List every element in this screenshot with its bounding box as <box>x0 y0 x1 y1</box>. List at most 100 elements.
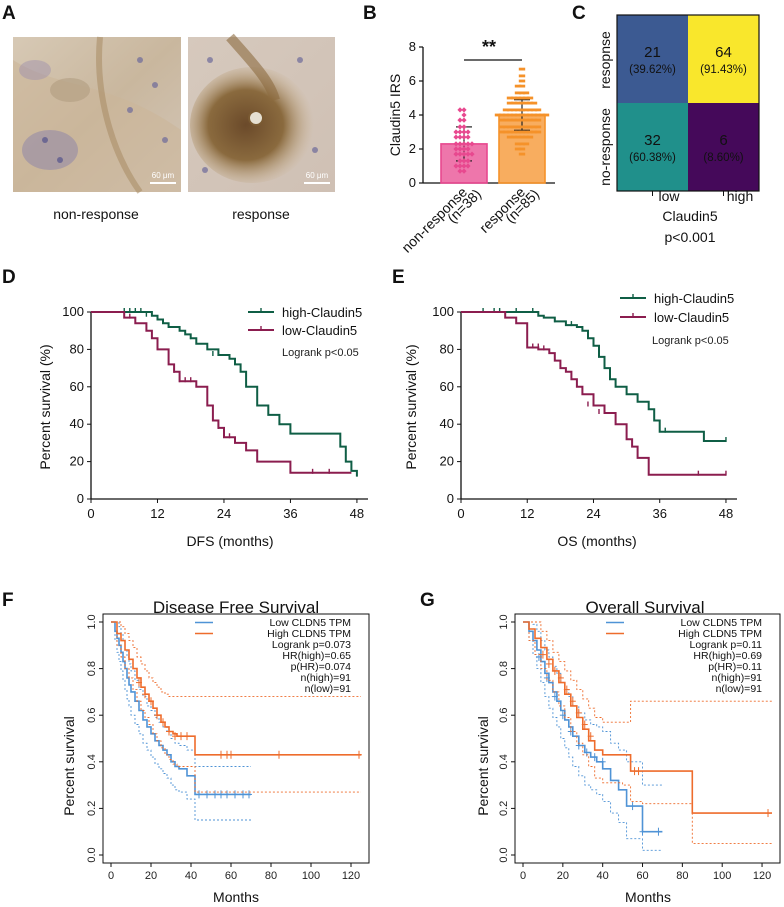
c-cell-1-1 <box>688 103 759 191</box>
b-point <box>530 101 538 105</box>
b-point <box>514 91 522 95</box>
b-point <box>461 141 467 147</box>
ihc-image-response: 60 μm <box>188 33 335 192</box>
f-ylabel: Percent survival <box>61 716 77 816</box>
panel-letter-e: E <box>392 267 405 288</box>
b-point <box>530 125 538 129</box>
panel-letter-b: B <box>363 3 377 24</box>
b-point <box>457 146 463 152</box>
b-point <box>522 91 530 95</box>
b-point <box>510 135 518 139</box>
b-point <box>514 96 522 100</box>
b-point <box>542 113 550 117</box>
b-point <box>514 84 522 88</box>
b-point <box>510 108 518 112</box>
b-point <box>526 125 534 129</box>
panel-a: A 60 μm non-response <box>2 3 335 222</box>
e-legend-high-label: high-Claudin5 <box>654 291 734 306</box>
b-point <box>461 129 467 135</box>
b-point <box>461 151 467 157</box>
e-ytick-label: 100 <box>432 304 454 319</box>
panel-d: D Percent survival (%) DFS (months) high… <box>2 267 368 549</box>
b-point <box>526 96 534 100</box>
g-ci-upper-0 <box>523 621 663 786</box>
g-stat-0: Logrank p=0.11 <box>690 639 763 651</box>
c-cell-value-0-1: 64 <box>715 44 732 61</box>
f-ytick-label: 0.4 <box>86 754 98 769</box>
b-ytick-label: 2 <box>409 141 416 156</box>
b-ytick-label: 8 <box>409 39 416 54</box>
d-ytick-label: 100 <box>62 304 84 319</box>
panel-letter-g: G <box>420 590 435 611</box>
b-point <box>518 67 526 71</box>
b-point <box>465 163 471 169</box>
scale-bar-label-2: 60 μm <box>306 171 329 180</box>
b-ytick-label: 4 <box>409 107 416 122</box>
b-point <box>457 141 463 147</box>
b-point <box>518 135 526 139</box>
b-point <box>534 108 542 112</box>
g-ylabel: Percent survival <box>475 716 491 816</box>
e-legend-low-label: low-Claudin5 <box>654 310 729 325</box>
d-logrank: Logrank p<0.05 <box>282 347 359 359</box>
b-point <box>457 129 463 135</box>
b-point <box>457 124 463 130</box>
b-point <box>461 107 467 113</box>
b-point <box>498 118 506 122</box>
c-cell-percent-1-1: (8.60%) <box>703 152 743 164</box>
b-point <box>498 113 506 117</box>
panel-letter-c: C <box>572 3 586 24</box>
e-xtick-label: 0 <box>457 506 464 521</box>
b-point <box>514 118 522 122</box>
f-ytick-label: 0.6 <box>86 708 98 723</box>
b-point <box>510 96 518 100</box>
c-pvalue: p<0.001 <box>665 229 716 245</box>
b-ytick-label: 6 <box>409 73 416 88</box>
b-point <box>518 130 526 134</box>
d-xtick-label: 12 <box>150 506 164 521</box>
b-point <box>461 158 467 164</box>
f-xtick-label: 100 <box>302 870 320 882</box>
g-xtick-label: 20 <box>557 870 569 882</box>
b-point <box>461 163 467 169</box>
g-xtick-label: 80 <box>676 870 688 882</box>
f-stat-3: n(high)=91 <box>301 672 352 684</box>
c-cell-percent-1-0: (60.38%) <box>629 152 676 164</box>
c-cell-0-1 <box>688 15 759 103</box>
g-stat-3: n(high)=91 <box>712 672 763 684</box>
b-point <box>506 113 514 117</box>
f-ci-lower-0 <box>111 621 251 821</box>
b-point <box>534 113 542 117</box>
b-point <box>530 108 538 112</box>
d-curve-1 <box>91 311 352 474</box>
b-point <box>522 125 530 129</box>
g-ytick-label: 0.0 <box>498 847 510 862</box>
b-point <box>522 96 530 100</box>
d-xlabel: DFS (months) <box>186 533 273 549</box>
f-xtick-label: 80 <box>265 870 277 882</box>
b-point <box>502 125 510 129</box>
f-ci-upper-0 <box>111 621 251 767</box>
e-ylabel: Percent survival (%) <box>403 344 419 469</box>
b-point <box>457 158 463 164</box>
e-ytick-label: 0 <box>447 491 454 506</box>
b-point <box>518 125 526 129</box>
g-ytick-label: 1.0 <box>498 614 510 629</box>
b-point <box>502 118 510 122</box>
f-xtick-label: 0 <box>108 870 114 882</box>
b-point <box>506 108 514 112</box>
b-point <box>506 118 514 122</box>
e-xtick-label: 12 <box>520 506 534 521</box>
g-ci-lower-1 <box>523 621 772 844</box>
b-point <box>514 130 522 134</box>
f-xtick-label: 120 <box>342 870 360 882</box>
b-point <box>465 146 471 152</box>
g-legend-label-0: Low CLDN5 TPM <box>681 617 763 629</box>
c-cell-percent-0-0: (39.62%) <box>629 64 676 76</box>
b-point <box>534 118 542 122</box>
d-ytick-label: 60 <box>70 379 84 394</box>
b-point <box>526 108 534 112</box>
b-point <box>461 168 467 174</box>
b-point <box>453 134 459 140</box>
b-point <box>510 130 518 134</box>
